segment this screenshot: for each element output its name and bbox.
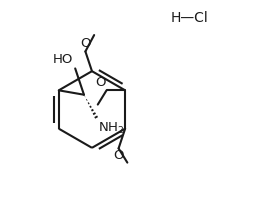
Text: O: O [113, 150, 124, 162]
Text: O: O [80, 37, 91, 50]
Text: HO: HO [53, 53, 73, 66]
Text: H—Cl: H—Cl [171, 11, 209, 25]
Text: O: O [95, 76, 105, 89]
Text: NH$_2$: NH$_2$ [98, 121, 125, 136]
